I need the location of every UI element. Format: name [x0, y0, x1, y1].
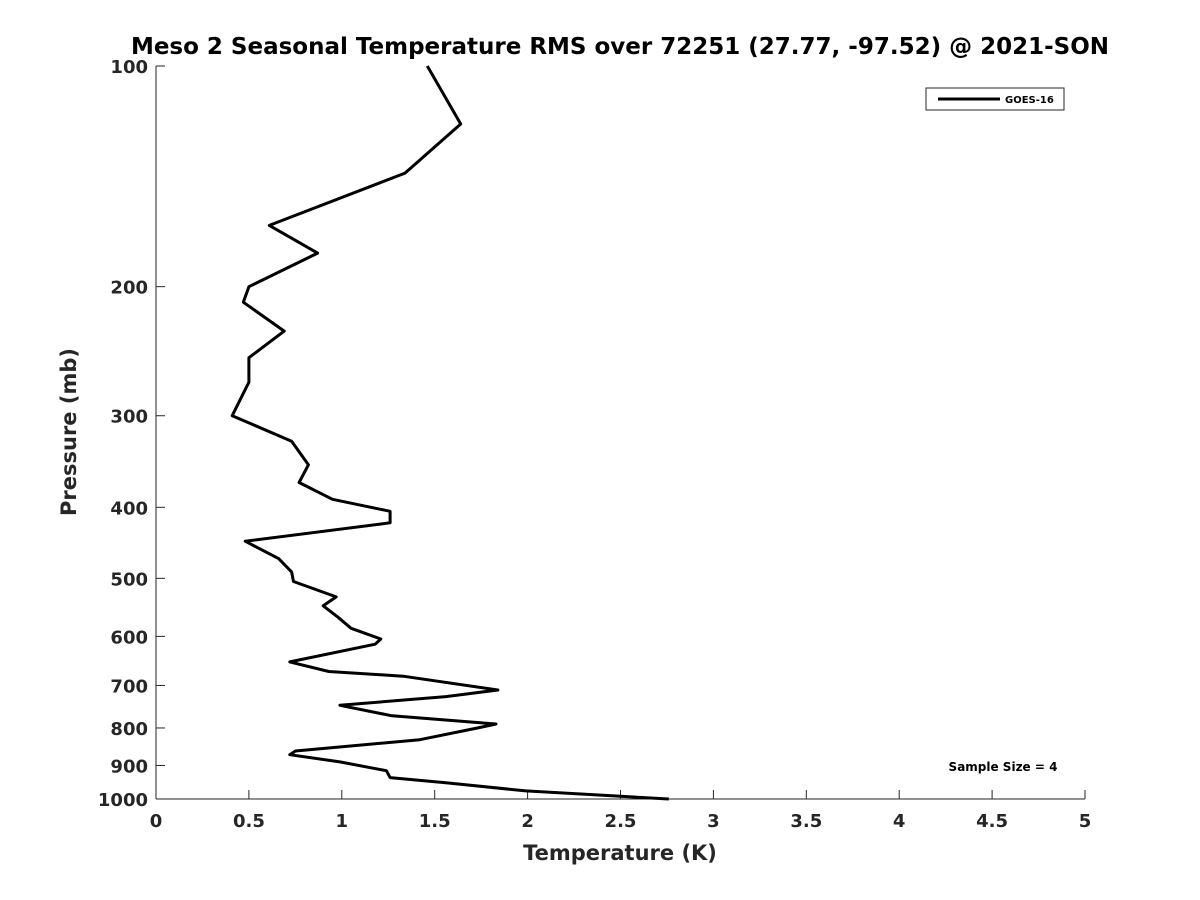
- y-axis-label: Pressure (mb): [57, 348, 81, 516]
- x-tick-label: 1: [336, 811, 349, 832]
- x-axis-ticks: 0 0.5 1 1.5 2 2.5 3 3.5 4 4.5 5: [150, 790, 1092, 832]
- x-tick-label: 4.5: [976, 811, 1008, 832]
- x-tick-label: 5: [1079, 811, 1092, 832]
- x-tick-label: 0: [150, 811, 163, 832]
- x-axis-label: Temperature (K): [523, 841, 717, 865]
- y-axis-ticks: 100 200 300 400 500 600 700 800 900 1000: [98, 57, 165, 811]
- chart-title: Meso 2 Seasonal Temperature RMS over 722…: [131, 34, 1109, 60]
- y-tick-label: 900: [110, 756, 148, 777]
- x-tick-label: 2: [521, 811, 534, 832]
- y-tick-label: 200: [110, 278, 148, 299]
- x-tick-label: 0.5: [233, 811, 265, 832]
- y-tick-label: 700: [110, 676, 148, 697]
- y-tick-label: 500: [110, 569, 148, 590]
- legend-label-goes-16: GOES-16: [1005, 95, 1054, 106]
- series-line-goes-16: [230, 65, 669, 801]
- x-tick-label: 1.5: [419, 811, 451, 832]
- x-tick-label: 2.5: [605, 811, 637, 832]
- y-tick-label: 300: [110, 407, 148, 428]
- y-tick-label: 800: [110, 719, 148, 740]
- x-tick-label: 4: [893, 811, 906, 832]
- y-tick-label: 1000: [98, 790, 148, 811]
- series-group: [230, 65, 669, 801]
- y-tick-label: 600: [110, 627, 148, 648]
- y-tick-label: 400: [110, 498, 148, 519]
- x-tick-label: 3: [707, 811, 720, 832]
- plot-area: [155, 66, 1085, 800]
- sample-size-annotation: Sample Size = 4: [949, 760, 1058, 774]
- y-tick-label: 100: [110, 57, 148, 78]
- plot-background: [156, 66, 1085, 799]
- legend: GOES-16: [925, 87, 1065, 111]
- x-tick-label: 3.5: [790, 811, 822, 832]
